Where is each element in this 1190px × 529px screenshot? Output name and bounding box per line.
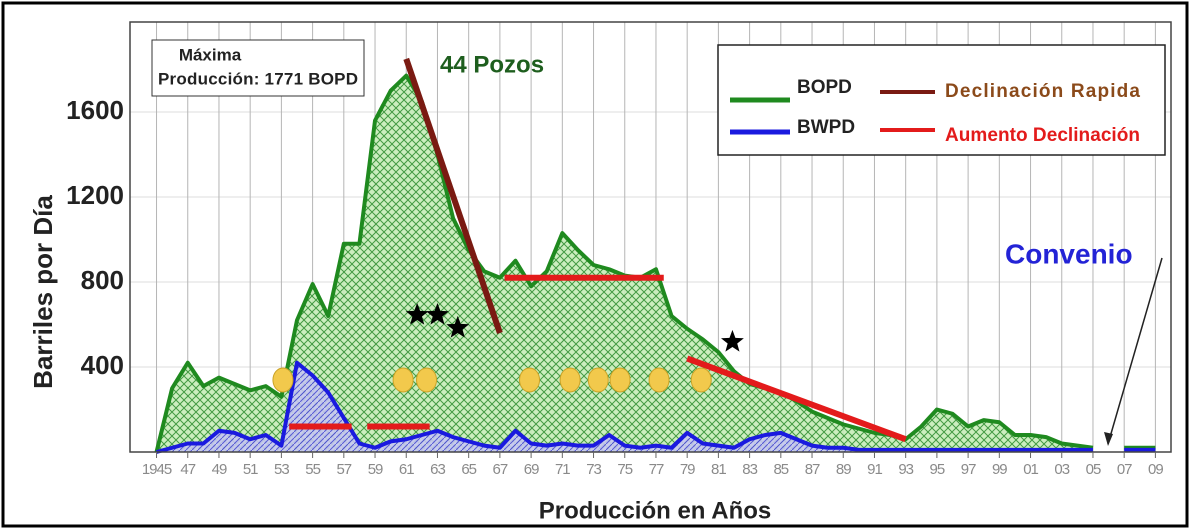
circle-marker — [587, 367, 609, 393]
x-tick-label: 79 — [680, 461, 695, 478]
trend-line — [686, 355, 907, 443]
area — [156, 75, 1156, 452]
legend-label: Aumento Declinación — [945, 125, 1140, 146]
star-marker — [426, 302, 449, 325]
area — [156, 362, 1156, 452]
y-tick-label: 400 — [81, 350, 124, 380]
circle-marker — [559, 367, 581, 393]
x-tick-label: 07 — [1117, 461, 1132, 478]
legend-label: BOPD — [797, 77, 852, 98]
y-tick-label: 1200 — [66, 180, 124, 210]
x-tick-label: 49 — [212, 461, 227, 478]
x-axis-label: Producción en Años — [539, 497, 771, 524]
x-tick-label: 67 — [493, 461, 508, 478]
plot-frame — [129, 21, 1172, 453]
circle-marker — [392, 367, 414, 393]
annotation: Producción: 1771 BOPD — [158, 69, 358, 88]
x-tick-label: 89 — [836, 461, 851, 478]
x-tick-label: 55 — [305, 461, 320, 478]
x-tick-label: 51 — [243, 461, 258, 478]
line — [156, 360, 1156, 454]
max-box — [151, 39, 365, 97]
x-tick-label: 01 — [1023, 461, 1038, 478]
x-tick-label: 1945 — [142, 461, 172, 478]
annotation: Máxima — [179, 45, 242, 64]
x-tick-label: 61 — [399, 461, 414, 478]
annotation: 44 Pozos — [440, 51, 544, 78]
arrow — [1107, 257, 1163, 445]
star-marker — [405, 302, 429, 325]
y-tick-label: 1600 — [66, 95, 124, 125]
x-tick-label: 97 — [961, 461, 976, 478]
star-marker — [446, 315, 470, 338]
x-tick-label: 57 — [336, 461, 351, 478]
legend-label: Declinación Rapida — [945, 81, 1140, 102]
x-tick-label: 09 — [1148, 461, 1163, 478]
circle-marker — [609, 367, 631, 393]
x-tick-label: 95 — [930, 461, 945, 478]
legend-box — [717, 44, 1166, 156]
x-tick-label: 73 — [586, 461, 601, 478]
circle-marker — [272, 367, 294, 393]
x-tick-label: 85 — [773, 461, 788, 478]
x-tick-label: 03 — [1054, 461, 1069, 478]
y-tick-label: 800 — [81, 265, 124, 295]
x-tick-label: 81 — [711, 461, 726, 478]
x-tick-label: 71 — [555, 461, 570, 478]
x-tick-label: 87 — [805, 461, 820, 478]
circle-marker — [519, 367, 541, 393]
x-tick-label: 93 — [898, 461, 913, 478]
x-tick-label: 65 — [461, 461, 476, 478]
x-tick-label: 53 — [274, 461, 289, 478]
x-tick-label: 59 — [368, 461, 383, 478]
arrow-head — [1104, 432, 1113, 446]
x-tick-label: 05 — [1086, 461, 1101, 478]
annotation: Convenio — [1005, 238, 1133, 269]
circle-marker — [416, 367, 438, 393]
x-tick-label: 69 — [524, 461, 539, 478]
y-axis-label: Barriles por Día — [28, 195, 58, 389]
circle-marker — [648, 367, 670, 393]
star-marker — [721, 329, 744, 352]
circle-marker — [690, 367, 712, 393]
trend-line — [403, 57, 503, 334]
legend-label: BWPD — [797, 117, 855, 138]
x-tick-label: 75 — [617, 461, 632, 478]
x-tick-label: 47 — [180, 461, 195, 478]
x-tick-label: 77 — [649, 461, 664, 478]
x-tick-label: 91 — [867, 461, 882, 478]
x-tick-label: 63 — [430, 461, 445, 478]
x-tick-label: 83 — [742, 461, 757, 478]
x-tick-label: 99 — [992, 461, 1007, 478]
